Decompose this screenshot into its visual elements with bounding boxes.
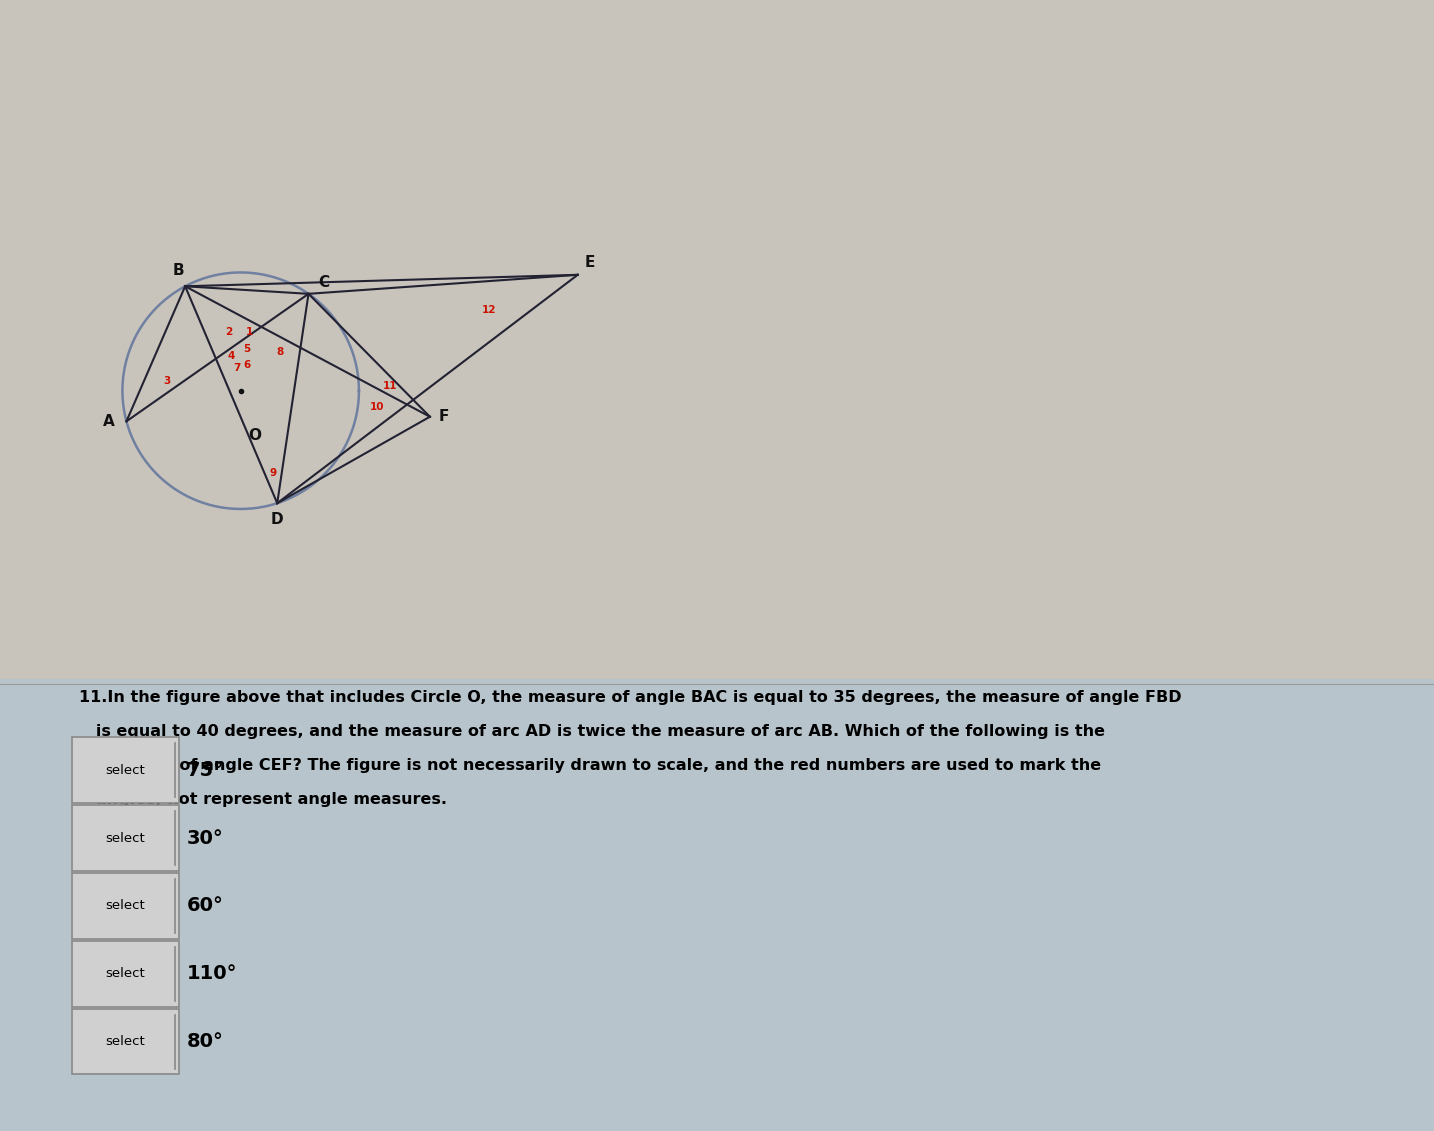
Text: 5: 5 [242,344,250,354]
Text: D: D [271,512,284,527]
Text: 9: 9 [270,468,277,478]
Text: F: F [439,409,449,424]
Text: B: B [172,264,184,278]
Text: measure of angle CEF? The figure is not necessarily drawn to scale, and the red : measure of angle CEF? The figure is not … [79,758,1101,772]
FancyBboxPatch shape [72,873,179,939]
Text: 11: 11 [383,381,397,391]
Text: 12: 12 [482,305,496,316]
Text: 3: 3 [163,377,171,387]
Text: E: E [585,256,595,270]
Text: 2: 2 [225,327,232,337]
Text: select: select [106,899,145,913]
Text: C: C [318,275,330,290]
Text: 7: 7 [234,363,241,373]
Text: 10: 10 [370,403,384,413]
Text: O: O [248,429,261,443]
Text: 4: 4 [228,352,235,362]
Text: select: select [106,967,145,981]
Text: select: select [106,763,145,777]
Text: 80°: 80° [186,1033,224,1051]
Text: 6: 6 [242,360,250,370]
Text: select: select [106,831,145,845]
Text: is equal to 40 degrees, and the measure of arc AD is twice the measure of arc AB: is equal to 40 degrees, and the measure … [79,724,1104,739]
FancyBboxPatch shape [72,737,179,803]
FancyBboxPatch shape [72,941,179,1007]
Text: angles, not represent angle measures.: angles, not represent angle measures. [79,792,447,806]
Text: 1: 1 [245,327,252,337]
Text: 110°: 110° [186,965,237,983]
Text: 30°: 30° [186,829,224,847]
Text: 11.In the figure above that includes Circle O, the measure of angle BAC is equal: 11.In the figure above that includes Cir… [79,690,1182,705]
FancyBboxPatch shape [72,1009,179,1074]
Text: 8: 8 [277,347,284,356]
Text: 60°: 60° [186,897,224,915]
FancyBboxPatch shape [72,805,179,871]
Text: 75°: 75° [186,761,224,779]
Text: select: select [106,1035,145,1048]
Text: A: A [103,414,115,429]
